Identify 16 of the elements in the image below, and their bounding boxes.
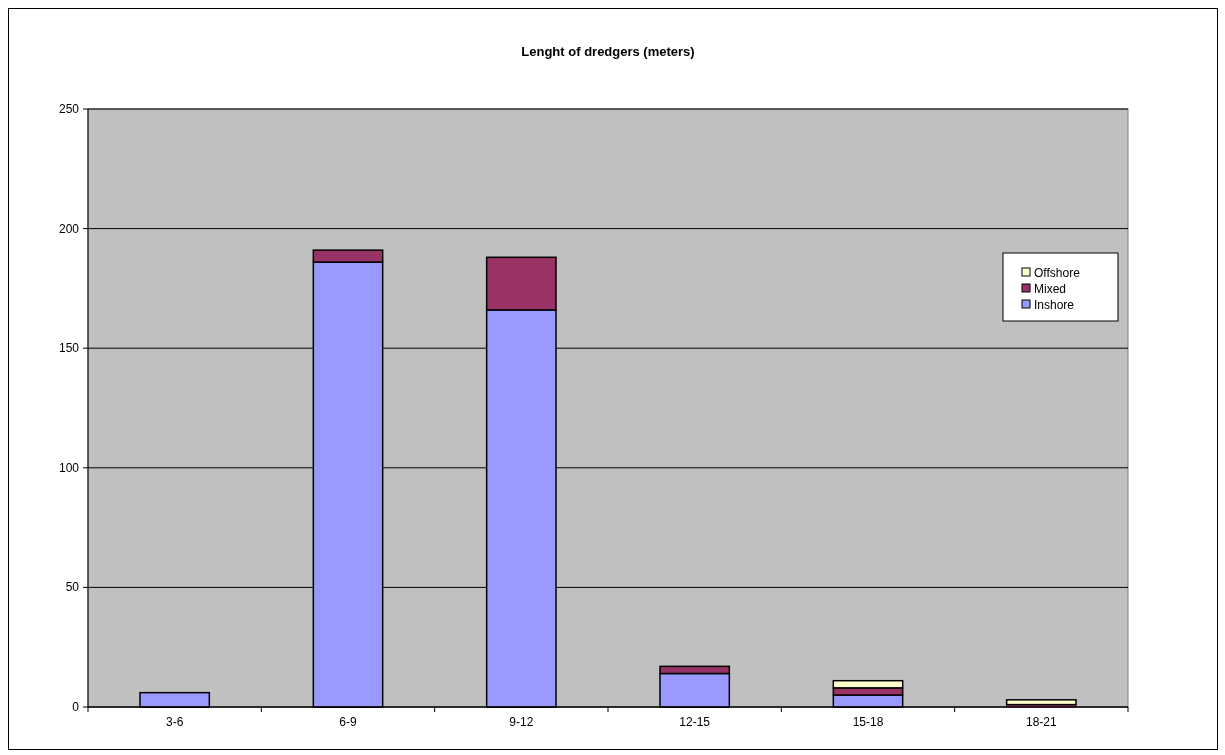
x-tick-label: 9-12 <box>509 715 534 729</box>
y-tick-label: 250 <box>58 102 80 116</box>
y-tick-label: 200 <box>58 221 80 236</box>
legend-label: Inshore <box>1034 298 1075 312</box>
x-tick-label: 6-9 <box>339 715 357 729</box>
x-tick-label: 15-18 <box>852 715 884 729</box>
x-tick-label: 3-6 <box>165 715 184 729</box>
y-tick-label: 100 <box>58 460 80 475</box>
chart-title: Lenght of dredgers (meters) <box>521 44 695 59</box>
x-tick-label: 12-15 <box>679 715 711 729</box>
y-tick-label: 0 <box>72 700 80 714</box>
y-tick-label: 150 <box>58 341 80 356</box>
y-tick-label: 50 <box>65 580 80 595</box>
legend-label: Mixed <box>1034 282 1067 296</box>
legend-label: Offshore <box>1034 266 1081 280</box>
x-tick-label: 18-21 <box>1025 715 1057 729</box>
